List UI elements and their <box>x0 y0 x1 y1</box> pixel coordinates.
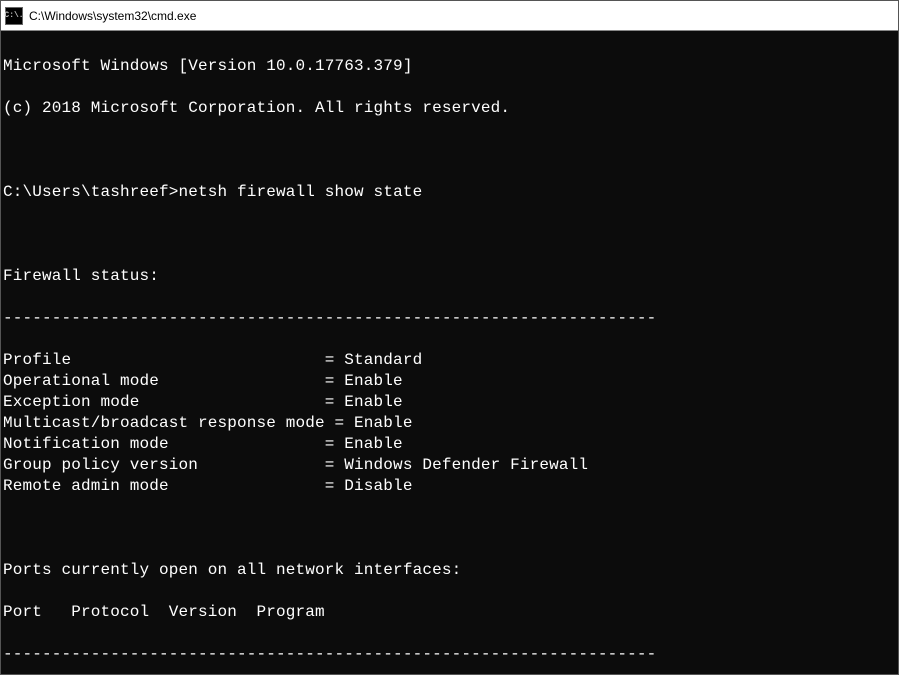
status-row: Notification mode = Enable <box>3 434 896 455</box>
terminal-output[interactable]: Microsoft Windows [Version 10.0.17763.37… <box>1 31 898 674</box>
separator-line: ----------------------------------------… <box>3 308 896 329</box>
status-row: Operational mode = Enable <box>3 371 896 392</box>
prompt: C:\Users\tashreef> <box>3 183 179 201</box>
status-row: Profile = Standard <box>3 350 896 371</box>
status-row: Remote admin mode = Disable <box>3 476 896 497</box>
window-title: C:\Windows\system32\cmd.exe <box>29 9 196 23</box>
ports-header: Ports currently open on all network inte… <box>3 560 896 581</box>
blank-line <box>3 518 896 539</box>
status-row: Multicast/broadcast response mode = Enab… <box>3 413 896 434</box>
prompt-line: C:\Users\tashreef>netsh firewall show st… <box>3 182 896 203</box>
header-line: Microsoft Windows [Version 10.0.17763.37… <box>3 56 896 77</box>
blank-line <box>3 224 896 245</box>
status-header: Firewall status: <box>3 266 896 287</box>
status-row: Exception mode = Enable <box>3 392 896 413</box>
ports-columns: Port Protocol Version Program <box>3 602 896 623</box>
titlebar[interactable]: C:\. C:\Windows\system32\cmd.exe <box>1 1 898 31</box>
blank-line <box>3 140 896 161</box>
cmd-window: C:\. C:\Windows\system32\cmd.exe Microso… <box>0 0 899 675</box>
command-text: netsh firewall show state <box>179 183 423 201</box>
separator-line: ----------------------------------------… <box>3 644 896 665</box>
header-line: (c) 2018 Microsoft Corporation. All righ… <box>3 98 896 119</box>
status-row: Group policy version = Windows Defender … <box>3 455 896 476</box>
cmd-icon: C:\. <box>5 7 23 25</box>
